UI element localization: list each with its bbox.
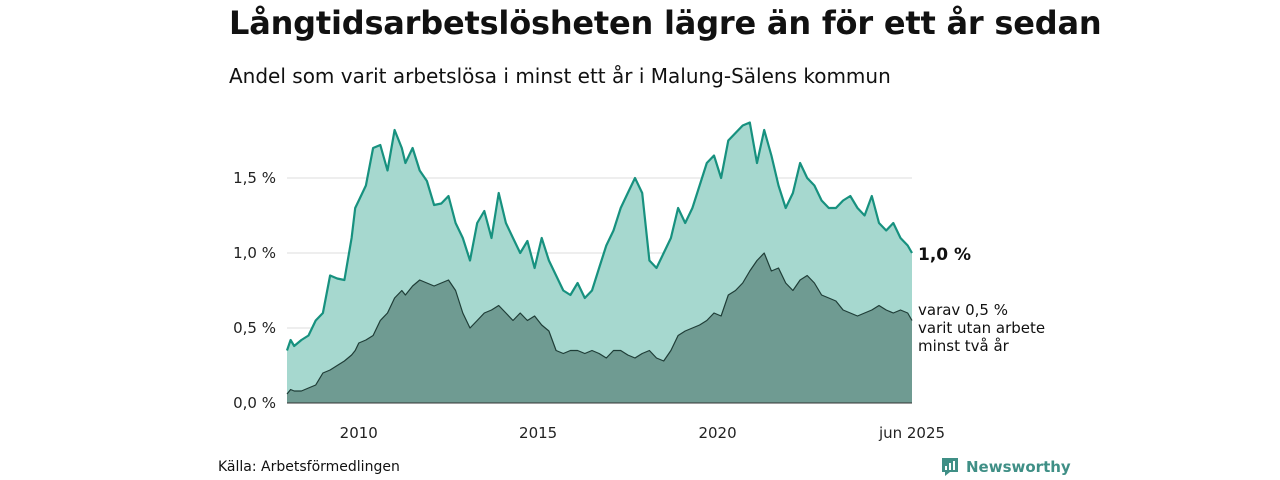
x-tick-label: jun 2025 [878, 424, 945, 442]
long-term-line [286, 252, 913, 395]
y-tick-label: 0,0 % [233, 394, 276, 412]
x-tick-label: 2015 [519, 424, 557, 442]
chart-subtitle: Andel som varit arbetslösa i minst ett å… [229, 64, 891, 88]
chart-title: Långtidsarbetslösheten lägre än för ett … [229, 4, 1102, 42]
x-tick-label: 2020 [698, 424, 736, 442]
newsworthy-icon [942, 458, 958, 476]
total-line [285, 121, 913, 351]
long-term-label-line-2: varit utan arbete [918, 319, 1045, 337]
y-tick-label: 1,5 % [233, 169, 276, 187]
last-value-label: 1,0 % [918, 245, 971, 265]
brand-name: Newsworthy [966, 458, 1071, 476]
x-tick-label: 2010 [340, 424, 378, 442]
brand-logo: Newsworthy [940, 456, 1071, 478]
y-tick-label: 1,0 % [233, 244, 276, 262]
long-term-label-line-1: varav 0,5 % [918, 301, 1008, 319]
long-term-area [287, 253, 912, 403]
y-tick-label: 0,5 % [233, 319, 276, 337]
y-axis-ticks: 0,0 % 0,5 % 1,0 % 1,5 % [233, 169, 276, 412]
long-term-label-line-3: minst två år [918, 337, 1010, 355]
source-note: Källa: Arbetsförmedlingen [218, 459, 400, 475]
x-axis-ticks: 2010 2015 2020 jun 2025 [340, 424, 945, 442]
